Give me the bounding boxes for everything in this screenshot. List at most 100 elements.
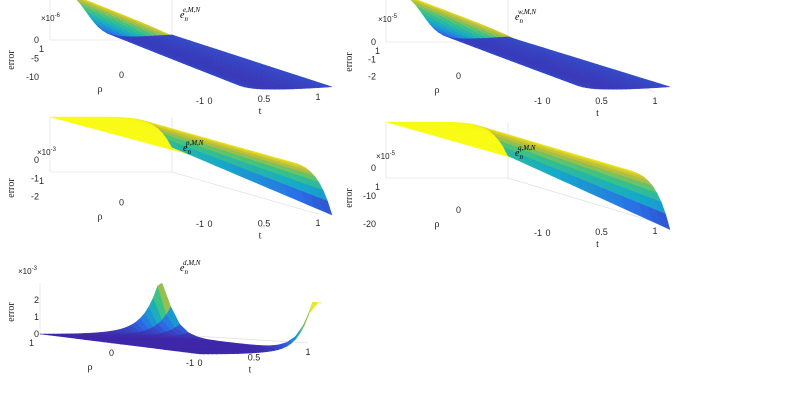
panel-w-title-sub: n xyxy=(519,17,523,25)
panel-w-ytick-label: 0 xyxy=(456,71,461,81)
panel-p-title-sub: n xyxy=(187,148,191,156)
panel-e-exponent: ×10-6 xyxy=(41,13,61,23)
panel-w-exponent: ×10-5 xyxy=(378,14,398,24)
panel-d-exponent: ×10-3 xyxy=(18,266,38,276)
panel-p-exponent: ×10-3 xyxy=(37,147,57,157)
panel-q-title-base: e xyxy=(515,148,520,159)
panel-d-ytick-label: -1 xyxy=(186,358,194,368)
panel-d-title: end,M,N xyxy=(180,259,201,276)
panel-e-ztick-label: -10 xyxy=(26,72,39,82)
panel-p-ztick-label: 0 xyxy=(34,155,39,165)
panel-p-ylabel: ρ xyxy=(98,212,103,223)
panel-w-zlabel: error xyxy=(344,52,355,72)
panel-w-exponent-power: -5 xyxy=(392,14,398,20)
panel-e-xtick-label: 0 xyxy=(207,96,212,106)
panel-p-title-base: e xyxy=(183,143,188,154)
panel-p-xtick-label: 0.5 xyxy=(258,219,271,229)
panel-w-ytick-label: -1 xyxy=(534,96,542,106)
panel-q-ytick-label: 1 xyxy=(375,182,380,192)
panel-p-ztick-label: -2 xyxy=(31,192,39,202)
panel-w-ztick-label: 0 xyxy=(371,37,376,47)
panel-e-exponent-base: ×10 xyxy=(41,14,55,23)
panel-p-ytick-label: 1 xyxy=(39,176,44,186)
panel-d-surface xyxy=(39,282,323,355)
panel-e-ytick-label: 0 xyxy=(119,70,124,80)
panel-w-exponent-base: ×10 xyxy=(378,15,392,24)
panel-d-ztick-label: 1 xyxy=(34,312,39,322)
panel-q-surface xyxy=(385,121,671,230)
panel-d-exponent-power: -3 xyxy=(32,266,38,272)
panel-w-xtick-label: 0.5 xyxy=(595,96,608,106)
panel-w-ylabel: ρ xyxy=(435,85,440,96)
panel-w-surface-patch xyxy=(656,83,671,88)
panel-q-exponent-base: ×10 xyxy=(376,152,390,161)
panel-q-exponent-power: -5 xyxy=(390,151,396,157)
panel-d-ztick-label: 2 xyxy=(34,295,39,305)
panel-q-exponent: ×10-5 xyxy=(376,151,396,161)
panel-q-ytick-label: 0 xyxy=(456,205,461,215)
panel-e-exponent-power: -6 xyxy=(55,13,61,19)
panel-p-xlabel: t xyxy=(259,231,262,242)
panel-q-xtick-label: 0.5 xyxy=(595,227,608,237)
panel-w-title-sup: w,M,N xyxy=(518,8,536,16)
panel-p-ytick-label: -1 xyxy=(196,219,204,229)
panel-d-ytick-label: 0 xyxy=(109,348,114,358)
panel-w-title-base: e xyxy=(515,12,520,23)
panel-q-surface-patch xyxy=(656,209,671,230)
panel-d-xtick-label: 1 xyxy=(305,347,310,357)
panel-p-surface-patch xyxy=(318,197,333,216)
panel-q-title: enq,M,N xyxy=(515,144,536,161)
panel-p-title: enp,M,N xyxy=(183,139,204,156)
panel-w-xtick-label: 0 xyxy=(545,96,550,106)
panel-q-ztick-label: 0 xyxy=(371,163,376,173)
panel-e-surface xyxy=(76,0,333,90)
panel-q-ztick-label: -20 xyxy=(363,219,376,229)
panel-p-zlabel: error xyxy=(6,178,17,198)
panel-p-surface xyxy=(49,116,333,216)
panel-e-title-sub: n xyxy=(184,15,188,23)
panel-e-xlabel: t xyxy=(259,106,262,117)
panel-p-xtick-label: 0 xyxy=(207,219,212,229)
panel-q-ylabel: ρ xyxy=(435,219,440,230)
panel-w-xtick-label: 1 xyxy=(652,96,657,106)
panel-w-ztick-label: -1 xyxy=(368,54,376,64)
panel-w-xlabel: t xyxy=(596,108,599,119)
panel-d-xtick-label: 0 xyxy=(197,358,202,368)
panel-p-ztick-label: -1 xyxy=(31,173,39,183)
panel-e-ylabel: ρ xyxy=(98,84,103,95)
panel-e-xtick-label: 0.5 xyxy=(258,94,271,104)
panel-q-ztick-label: -10 xyxy=(363,191,376,201)
panel-q-zlabel: error xyxy=(344,188,355,208)
panel-e-ytick-label: 1 xyxy=(39,44,44,54)
panel-q-xtick-label: 1 xyxy=(652,226,657,236)
panel-d-ztick-label: 0 xyxy=(34,329,39,339)
panel-d-ylabel: ρ xyxy=(88,362,93,373)
panel-q-ytick-label: -1 xyxy=(534,228,542,238)
panel-q-title-sub: n xyxy=(519,153,523,161)
panel-d-xtick-label: 0.5 xyxy=(248,353,261,363)
panel-q-title-sup: q,M,N xyxy=(518,144,536,152)
panel-d-title-sub: n xyxy=(184,268,188,276)
panel-e-title-sup: e,M,N xyxy=(183,6,200,14)
panel-d-surface-patch xyxy=(308,301,323,315)
panel-d-xlabel: t xyxy=(249,365,252,376)
panel-e-zlabel: error xyxy=(6,50,17,70)
panel-d-title-base: e xyxy=(180,263,185,274)
panel-q-xtick-label: 0 xyxy=(545,228,550,238)
panel-e-ztick-label: -5 xyxy=(31,54,39,64)
panel-d-ytick-label: 1 xyxy=(29,338,34,348)
panel-w-surface xyxy=(410,0,671,90)
panel-p-xtick-label: 1 xyxy=(315,218,320,228)
panel-d-exponent-base: ×10 xyxy=(18,267,32,276)
panel-w-ztick-label: -2 xyxy=(368,72,376,82)
panel-e-title: ene,M,N xyxy=(180,6,200,23)
panel-d-title-sup: d,M,N xyxy=(183,259,201,267)
panel-e-ztick-label: 0 xyxy=(34,35,39,45)
panel-e-xtick-label: 1 xyxy=(315,92,320,102)
